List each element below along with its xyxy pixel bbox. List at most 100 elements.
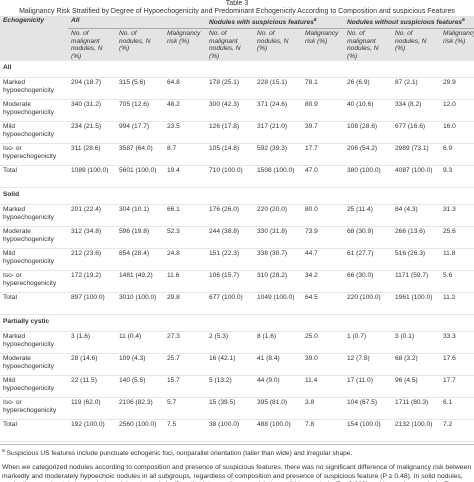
data-row: Moderate hypoechogenicity 28 (14.6) 109 (4… (0, 353, 474, 377)
subheader: No. of malignant nodules, N (%) (71, 30, 103, 60)
data-row: Iso- or hyperechogenicity 119 (62.0) 2106 … (0, 397, 474, 421)
cell: 5601 (100.0) (116, 165, 164, 189)
cell: 994 (17.7) (116, 121, 164, 145)
cell: 17.6 (440, 353, 474, 377)
cell: 2106 (82.3) (116, 397, 164, 421)
data-row: Mild hypoechogenicity 212 (23.6) 854 (28.4… (0, 248, 474, 272)
cell: 29.9 (440, 77, 474, 101)
cell: 304 (10.1) (116, 204, 164, 228)
cell: 3587 (64.0) (116, 143, 164, 167)
cell: 31.3 (440, 204, 474, 228)
cell: 317 (21.0) (254, 121, 302, 145)
cell: 11.4 (302, 375, 344, 399)
cell: 28 (14.6) (68, 353, 116, 377)
data-row: Moderate hypoechogenicity 312 (34.8) 596 (… (0, 226, 474, 250)
section-row: Partially cystic (0, 314, 474, 333)
group-header: Nodules with suspicious featuresa (206, 16, 344, 29)
cell: 48.2 (164, 99, 206, 123)
cell: 220 (20.0) (254, 204, 302, 228)
data-row: Iso- or hyperechogenicity 172 (19.2) 1481 … (0, 270, 474, 294)
row-label: Moderate hypoechogenicity (0, 99, 68, 123)
header-row: No. of malignant nodules, N (%) No. of no… (0, 28, 474, 62)
cell: 244 (38.8) (206, 226, 254, 250)
cell: 140 (5.5) (116, 375, 164, 399)
cell: 311 (28.6) (68, 143, 116, 167)
cell: 2989 (73.1) (392, 143, 440, 167)
section-label: All (0, 61, 474, 79)
subheader: Malignancy risk (%) (443, 30, 474, 45)
cell: 8 (1.6) (254, 331, 302, 355)
section-row: All (0, 61, 474, 79)
data-row: Mild hypoechogenicity 22 (11.5) 140 (5.5) 1… (0, 375, 474, 399)
cell: 176 (26.0) (206, 204, 254, 228)
cell: 234 (21.5) (68, 121, 116, 145)
table-title: Table 3 (225, 0, 249, 7)
subheader: No. of nodules, N (%) (119, 30, 151, 53)
footnote-ref: a (462, 17, 465, 23)
cell: 516 (26.3) (392, 248, 440, 272)
group-name: Nodules without suspicious features (347, 19, 463, 27)
cell: 109 (4.3) (116, 353, 164, 377)
cell: 11 (0.4) (116, 331, 164, 355)
cell: 39.7 (302, 121, 344, 145)
cell: 1 (0.7) (344, 331, 392, 355)
row-label: Total (0, 165, 68, 189)
row-label: Iso- or hyperechogenicity (0, 397, 68, 421)
cell: 1508 (100.0) (254, 165, 302, 189)
cell: 2 (5.3) (206, 331, 254, 355)
row-label: Marked hypoechogenicity (0, 331, 68, 355)
cell: 710 (100.0) (206, 165, 254, 189)
cell: 12.0 (440, 99, 474, 123)
cell: 119 (62.0) (68, 397, 116, 421)
cell: 41 (8.4) (254, 353, 302, 377)
row-label: Iso- or hyperechogenicity (0, 143, 68, 167)
cell: 592 (39.3) (254, 143, 302, 167)
cell: 16 (42.1) (206, 353, 254, 377)
cell: 201 (22.4) (68, 204, 116, 228)
cell: 1171 (59.7) (392, 270, 440, 294)
cell: 78.1 (302, 77, 344, 101)
cell: 66.1 (164, 204, 206, 228)
table-body: All Marked hypoechogenicity 204 (18.7) 315 … (0, 61, 474, 443)
cell: 8.7 (164, 143, 206, 167)
cell: 192 (100.0) (68, 419, 116, 443)
cell: 3 (1.6) (68, 331, 116, 355)
group-name: Nodules with suspicious features (209, 19, 314, 27)
cell: 38 (100.0) (206, 419, 254, 443)
footnote-ref: a (313, 17, 317, 23)
cell: 2132 (100.0) (392, 419, 440, 443)
cell: 64.5 (302, 292, 344, 316)
cell: 17.7 (302, 143, 344, 167)
cell: 26 (6.9) (344, 77, 392, 101)
cell: 22 (11.5) (68, 375, 116, 399)
cell: 44.7 (302, 248, 344, 272)
subheader: No. of nodules, N (%) (395, 30, 427, 53)
data-row: Marked hypoechogenicity 204 (18.7) 315 (5.… (0, 77, 474, 101)
cell: 1481 (49.2) (116, 270, 164, 294)
section-row: Solid (0, 187, 474, 206)
row-label: Marked hypoechogenicity (0, 204, 68, 228)
cell: 488 (100.0) (254, 419, 302, 443)
cell: 338 (30.7) (254, 248, 302, 272)
cell: 395 (81.0) (254, 397, 302, 421)
cell: 151 (22.3) (206, 248, 254, 272)
cell: 33.3 (440, 331, 474, 355)
row-label: Total (0, 419, 68, 443)
row-label: Marked hypoechogenicity (0, 77, 68, 101)
cell: 330 (31.8) (254, 226, 302, 250)
cell: 105 (14.8) (206, 143, 254, 167)
cell: 11.6 (164, 270, 206, 294)
cell: 3 (0.1) (392, 331, 440, 355)
row-label: Total (0, 292, 68, 316)
cell: 2560 (100.0) (116, 419, 164, 443)
subheader: No. of nodules, N (%) (257, 30, 289, 53)
cell: 44 (9.0) (254, 375, 302, 399)
cell: 11.8 (440, 248, 474, 272)
cell: 1089 (100.0) (68, 165, 116, 189)
cell: 380 (100.0) (344, 165, 392, 189)
cell: 371 (24.6) (254, 99, 302, 123)
row-label: Mild hypoechogenicity (0, 121, 68, 145)
section-label: Partially cystic (0, 314, 474, 333)
group-name: All (71, 17, 80, 24)
